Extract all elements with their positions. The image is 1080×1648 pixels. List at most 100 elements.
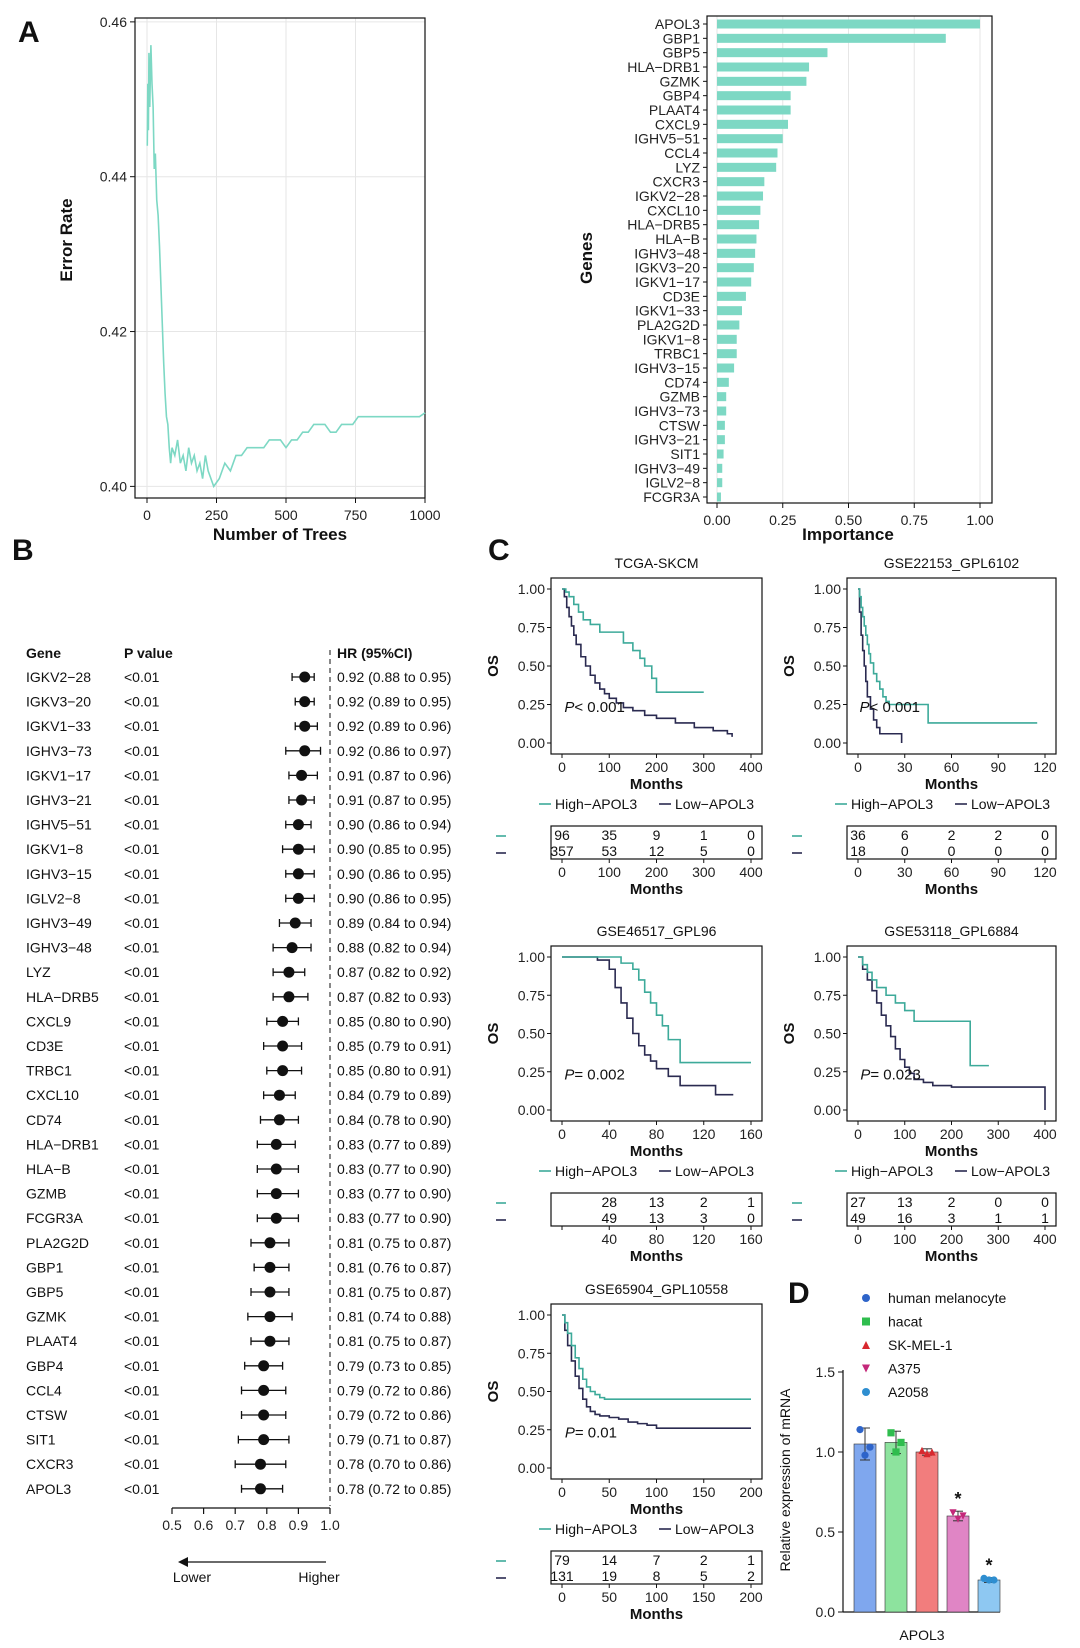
importance-bar [717, 349, 737, 359]
importance-bar [717, 463, 723, 473]
km-frame [846, 945, 1057, 1122]
hr-text: 0.79 (0.73 to 0.85) [337, 1358, 451, 1374]
hr-point [270, 1212, 282, 1224]
risk-count-low: 3 [948, 1210, 956, 1226]
x-tick-label: 500 [274, 507, 298, 523]
x-tick-label: 0 [854, 1126, 862, 1142]
km-frame [550, 577, 763, 755]
p-value: <0.01 [124, 792, 160, 808]
hr-point [299, 671, 311, 683]
importance-bar [717, 291, 746, 301]
gene-name: IGKV3−20 [26, 694, 91, 710]
p-value: <0.01 [124, 1481, 160, 1497]
p-value-text: = 0.01 [575, 1424, 617, 1441]
data-point [861, 1451, 869, 1459]
hr-point [264, 1335, 276, 1347]
risk-count-high: 6 [901, 827, 909, 843]
y-axis-title: OS [485, 1381, 502, 1403]
plot-frame [706, 15, 993, 504]
gene-name: GBP4 [26, 1358, 64, 1374]
x-tick-label: 0 [143, 507, 151, 523]
hr-text: 0.91 (0.87 to 0.95) [337, 792, 451, 808]
column-header-gene: Gene [26, 645, 61, 661]
risk-count-low: 0 [747, 1210, 755, 1226]
risk-count-high: 27 [850, 1194, 866, 1210]
y-tick-label: 0.00 [518, 735, 545, 751]
importance-bar [717, 76, 807, 86]
importance-bar [717, 234, 757, 244]
x-tick-label: 0.8 [257, 1517, 277, 1533]
y-tick-label: 0.75 [814, 987, 841, 1003]
importance-bar [717, 435, 725, 445]
x-axis-category: APOL3 [899, 1627, 944, 1643]
gene-label: IGHV3−15 [634, 360, 700, 376]
x-tick-label: 80 [649, 1126, 665, 1142]
km-title: GSE22153_GPL6102 [884, 555, 1020, 571]
importance-bar [717, 19, 980, 29]
p-value: <0.01 [124, 1456, 160, 1472]
importance-bar [717, 420, 725, 430]
x-tick-label: 1000 [409, 507, 440, 523]
y-tick-label: 0.00 [814, 735, 841, 751]
y-tick-label: 0.25 [518, 1422, 545, 1438]
p-value: <0.01 [124, 1235, 160, 1251]
gene-name: IGKV1−33 [26, 718, 91, 734]
y-tick-label: 0.50 [814, 658, 841, 674]
x-tick-label: 0 [558, 1484, 566, 1500]
risk-x-tick-label: 100 [645, 1589, 669, 1605]
gene-label: PLA2G2D [637, 317, 700, 333]
x-tick-label: 0.75 [901, 512, 928, 528]
gene-label: CXCR3 [653, 174, 701, 190]
importance-bar [717, 177, 765, 187]
legend-label: SK-MEL-1 [888, 1337, 953, 1353]
x-tick-label: 250 [205, 507, 229, 523]
p-value: <0.01 [124, 1259, 160, 1275]
data-point [918, 1446, 926, 1454]
km-curve-high [562, 1314, 751, 1400]
p-value: <0.01 [124, 940, 160, 956]
km-curve-high [858, 588, 1038, 724]
risk-count-low: 49 [850, 1210, 866, 1226]
hr-point [296, 794, 308, 806]
hr-point [264, 1286, 276, 1298]
risk-count-low: 8 [653, 1568, 661, 1584]
significance-star: * [954, 1489, 961, 1509]
gene-name: HLA−DRB5 [26, 989, 99, 1005]
risk-count-low: 0 [901, 843, 909, 859]
risk-x-tick-label: 80 [649, 1231, 665, 1247]
legend-marker [862, 1294, 870, 1302]
hr-point [286, 942, 298, 954]
p-value: <0.01 [124, 1087, 160, 1103]
gene-label: HLA−B [655, 231, 700, 247]
risk-x-tick-label: 0 [558, 1589, 566, 1605]
y-tick-label: 0.75 [518, 620, 545, 636]
legend-label: human melanocyte [888, 1290, 1007, 1306]
hr-text: 0.84 (0.79 to 0.89) [337, 1087, 451, 1103]
hr-point [296, 769, 308, 781]
data-point [954, 1515, 962, 1523]
gene-name: CD3E [26, 1038, 63, 1054]
x-axis-title: Months [925, 1143, 978, 1160]
gene-name: GZMK [26, 1309, 67, 1325]
hr-point [292, 868, 304, 880]
x-tick-label: 100 [598, 759, 622, 775]
x-tick-label: 0.00 [703, 512, 730, 528]
importance-bar [717, 48, 828, 58]
y-tick-label: 0.00 [518, 1460, 545, 1476]
risk-count-low: 131 [550, 1568, 574, 1584]
y-tick-label: 0.50 [518, 1384, 545, 1400]
hr-text: 0.79 (0.71 to 0.87) [337, 1432, 451, 1448]
risk-x-tick-label: 0 [558, 864, 566, 880]
gene-label: IGKV1−33 [635, 303, 700, 319]
risk-count-high: 79 [554, 1552, 570, 1568]
p-value: <0.01 [124, 1038, 160, 1054]
gene-name: PLA2G2D [26, 1235, 89, 1251]
p-value-label: P [860, 699, 870, 716]
hr-point [254, 1458, 266, 1470]
gene-name: IGHV3−21 [26, 792, 92, 808]
y-tick-label: 0.75 [518, 1345, 545, 1361]
risk-x-tick-label: 200 [940, 1231, 964, 1247]
risk-count-high: 2 [948, 1194, 956, 1210]
gene-name: TRBC1 [26, 1063, 72, 1079]
importance-bar [717, 148, 778, 158]
